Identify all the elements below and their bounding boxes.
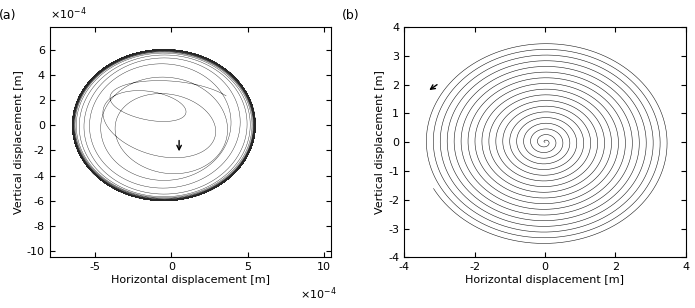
Text: (b): (b) (342, 9, 360, 22)
X-axis label: Horizontal displacement [m]: Horizontal displacement [m] (466, 275, 625, 285)
Text: (a): (a) (0, 9, 17, 22)
Y-axis label: Vertical displacement [m]: Vertical displacement [m] (375, 70, 385, 214)
Text: $\times 10^{-4}$: $\times 10^{-4}$ (300, 285, 337, 302)
Text: $\times 10^{-4}$: $\times 10^{-4}$ (49, 6, 86, 22)
X-axis label: Horizontal displacement [m]: Horizontal displacement [m] (111, 275, 270, 285)
Y-axis label: Vertical displacement [m]: Vertical displacement [m] (14, 70, 24, 214)
